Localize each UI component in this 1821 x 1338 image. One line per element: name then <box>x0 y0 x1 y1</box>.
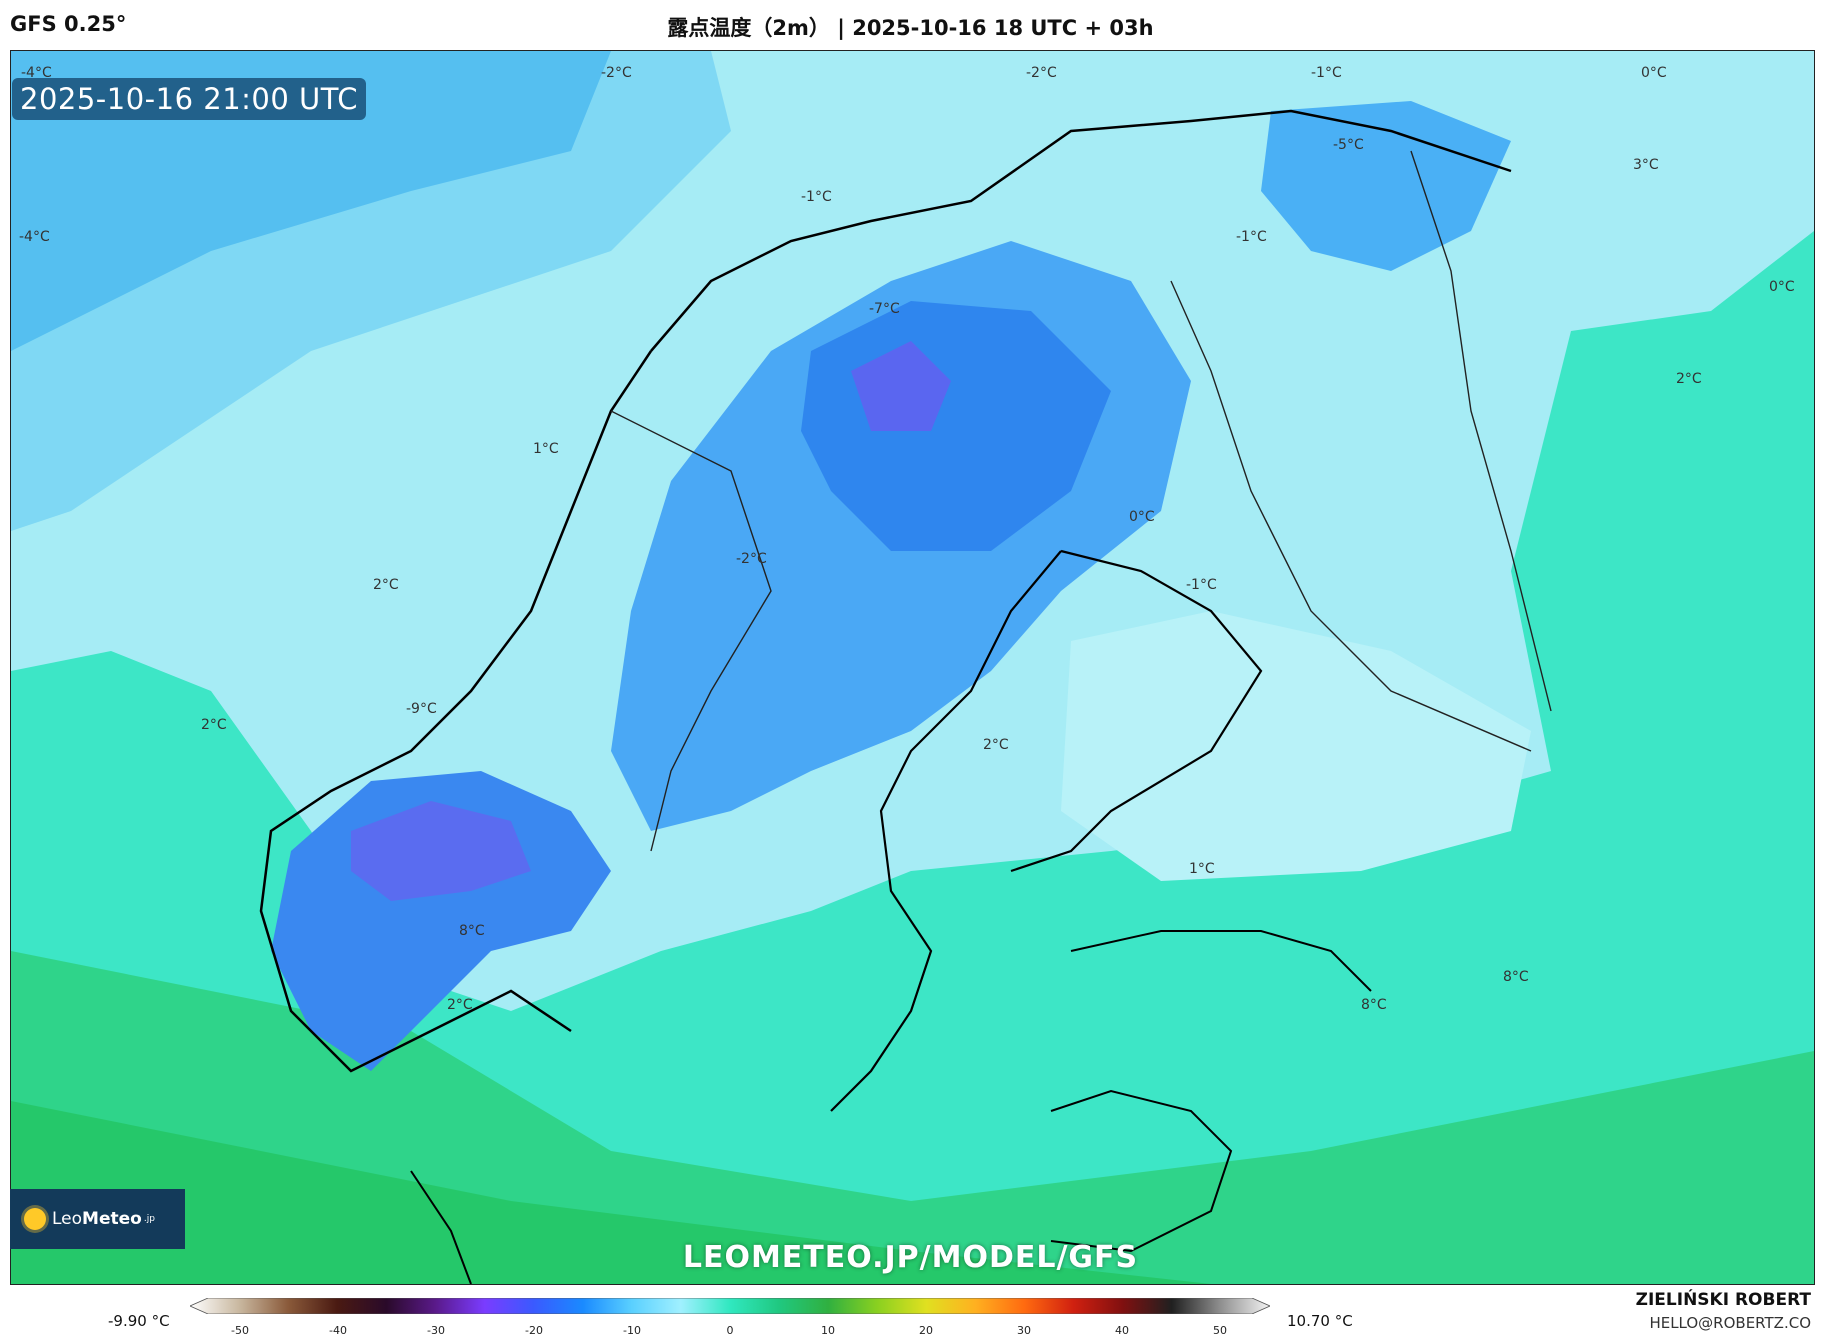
denmark-coast <box>410 1170 472 1284</box>
logo-prefix: Leo <box>52 1209 83 1229</box>
contour-label: 0°C <box>1641 65 1667 81</box>
contour-label: 1°C <box>1189 861 1215 877</box>
scale-tick-label: -30 <box>427 1324 445 1337</box>
contour-label: 1°C <box>533 441 559 457</box>
scale-tick-label: 50 <box>1213 1324 1227 1337</box>
scale-tick-label: 10 <box>821 1324 835 1337</box>
author-name: ZIELIŃSKI ROBERT <box>1635 1290 1811 1310</box>
legend-max-label: 10.70 °C <box>1287 1312 1353 1330</box>
north-coastline <box>650 109 1512 352</box>
contour-label: -2°C <box>601 65 632 81</box>
contour-label: -2°C <box>1026 65 1057 81</box>
contour-label: 3°C <box>1633 157 1659 173</box>
contour-label: 2°C <box>201 717 227 733</box>
legend-min-label: -9.90 °C <box>108 1312 170 1330</box>
leometeo-logo: Leo Meteo .jp <box>10 1189 185 1249</box>
model-name: GFS 0.25° <box>10 12 127 36</box>
contour-label: 8°C <box>1361 997 1387 1013</box>
contour-label: 2°C <box>447 997 473 1013</box>
sun-icon <box>24 1208 46 1230</box>
scale-tick-label: 0 <box>726 1324 734 1337</box>
norway-coastline <box>259 350 653 1073</box>
color-scale-gradient <box>190 1298 1270 1314</box>
logo-suffix: .jp <box>143 1214 155 1224</box>
contour-label: -1°C <box>801 189 832 205</box>
contour-label: -1°C <box>1186 577 1217 593</box>
logo-brand: Meteo <box>82 1209 142 1229</box>
valid-time-badge: 2025-10-16 21:00 UTC <box>12 78 367 120</box>
finland-coastline <box>1010 549 1263 873</box>
scale-tick-label: 30 <box>1017 1324 1031 1337</box>
contour-label: -1°C <box>1311 65 1342 81</box>
contour-label: 2°C <box>1676 371 1702 387</box>
scale-tick-label: 40 <box>1115 1324 1129 1337</box>
contour-label: -4°C <box>19 229 50 245</box>
map-canvas <box>11 51 1814 1284</box>
contour-label: 2°C <box>373 577 399 593</box>
contour-label: 0°C <box>1129 509 1155 525</box>
site-watermark: LEOMETEO.JP/MODEL/GFS <box>682 1240 1139 1275</box>
color-scale-bar <box>190 1298 1270 1314</box>
scale-tick-label: 20 <box>919 1324 933 1337</box>
contour-label: -9°C <box>406 701 437 717</box>
contour-label: -2°C <box>736 551 767 567</box>
contour-label: 0°C <box>1769 279 1795 295</box>
contour-label: 8°C <box>459 923 485 939</box>
contour-label: 8°C <box>1503 969 1529 985</box>
contour-label: -7°C <box>869 301 900 317</box>
author-email: HELLO@ROBERTZ.CO <box>1649 1314 1811 1332</box>
scale-tick-label: -50 <box>231 1324 249 1337</box>
map-title: 露点温度（2m） | 2025-10-16 18 UTC + 03h <box>667 16 1154 40</box>
contour-label: 2°C <box>983 737 1009 753</box>
contour-label: -1°C <box>1236 229 1267 245</box>
dewpoint-map: -4°C -2°C -2°C -1°C 0°C -5°C 3°C -4°C -1… <box>10 50 1815 1285</box>
contour-label: -5°C <box>1333 137 1364 153</box>
scale-tick-label: -40 <box>329 1324 347 1337</box>
sweden-coastline <box>830 550 1062 1112</box>
contour-label: -4°C <box>21 65 52 81</box>
baltic-coast <box>1050 1089 1233 1253</box>
scale-tick-label: -20 <box>525 1324 543 1337</box>
scale-tick-label: -10 <box>623 1324 641 1337</box>
gulf-of-finland-coast <box>1070 930 1372 992</box>
